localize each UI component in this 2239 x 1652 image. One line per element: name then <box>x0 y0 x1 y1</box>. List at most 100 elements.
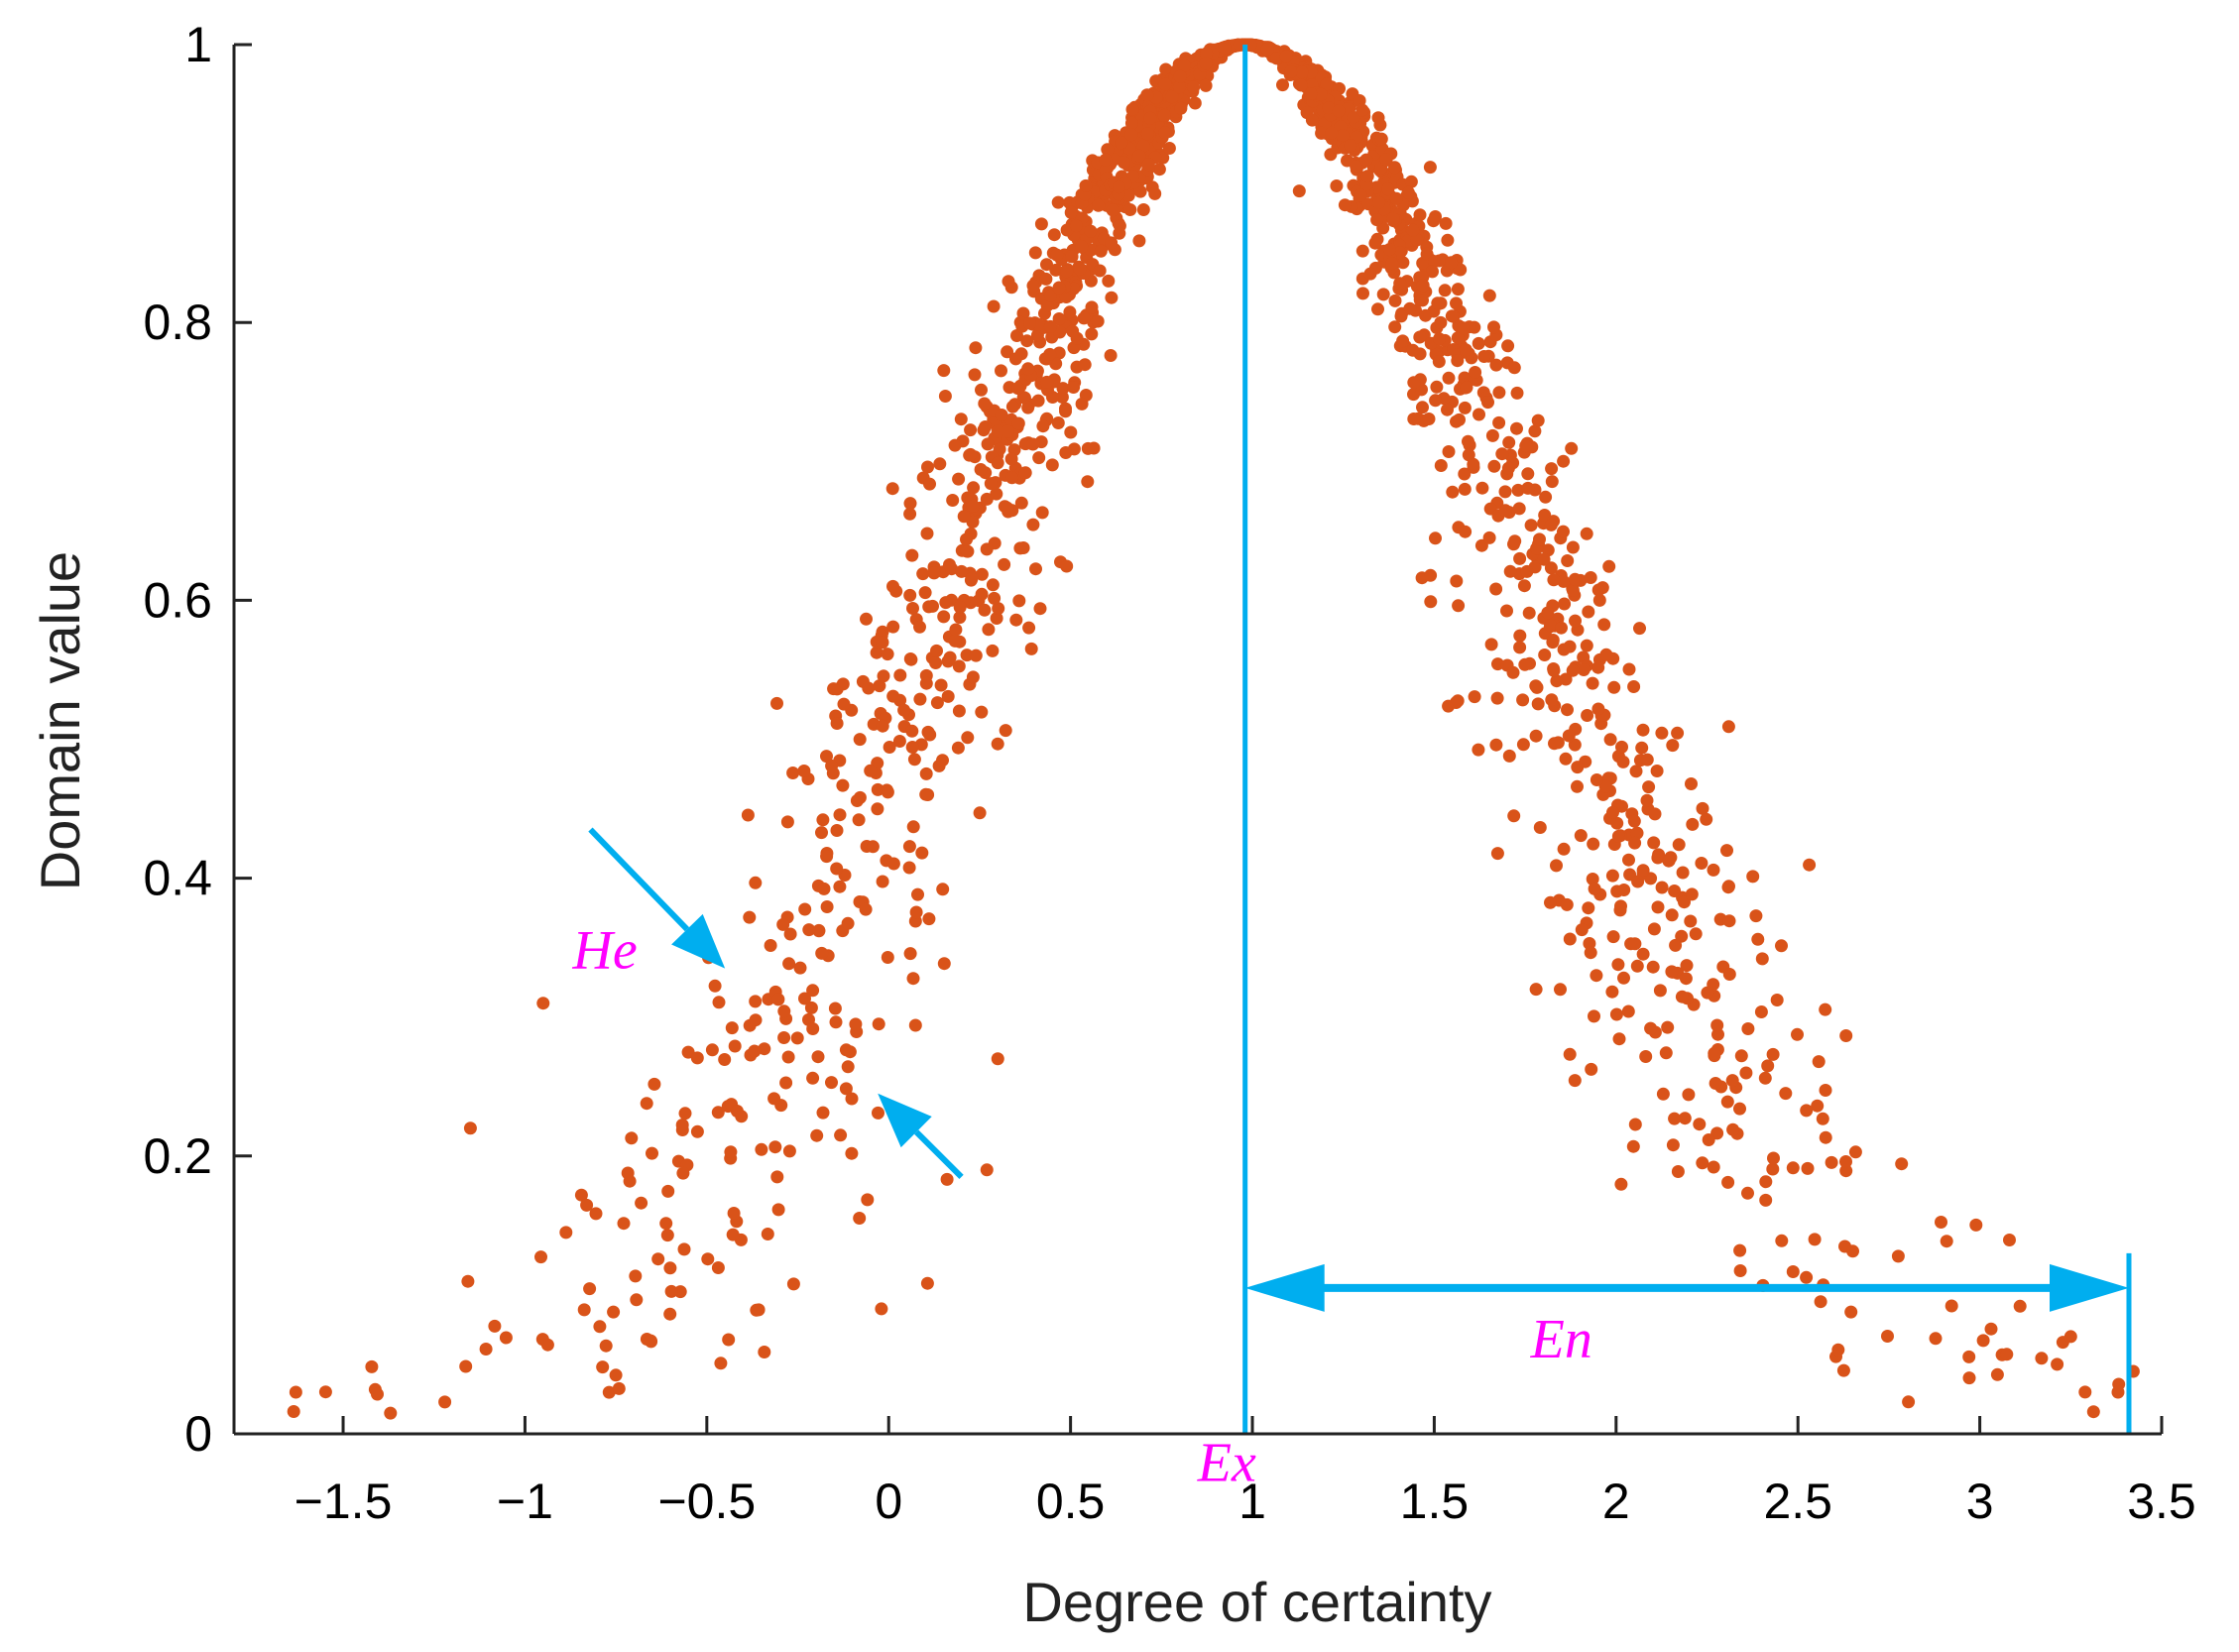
data-point <box>1571 779 1584 793</box>
data-point <box>1976 1334 1990 1348</box>
data-point <box>1430 380 1444 394</box>
data-point <box>593 1320 607 1334</box>
data-point <box>845 1092 859 1106</box>
x-tick-label: 1 <box>1238 1474 1266 1529</box>
data-point <box>1148 186 1162 200</box>
data-point <box>621 1166 635 1180</box>
data-point <box>936 754 949 767</box>
data-point <box>1766 1162 1780 1176</box>
data-point <box>1561 554 1575 567</box>
data-point <box>1165 90 1179 104</box>
data-point <box>943 650 957 664</box>
data-point <box>897 703 911 717</box>
data-point <box>1396 334 1410 348</box>
data-point <box>1568 572 1582 586</box>
data-point <box>978 397 992 411</box>
data-point <box>1011 416 1025 430</box>
data-point <box>1575 923 1589 937</box>
data-point <box>1800 1104 1814 1118</box>
data-point <box>1630 826 1644 840</box>
data-point <box>2013 1299 2027 1313</box>
data-point <box>1498 485 1512 499</box>
data-point <box>661 1184 675 1198</box>
data-point <box>1320 77 1334 91</box>
data-point <box>646 1146 658 1160</box>
data-point <box>1676 866 1690 880</box>
data-point <box>1559 752 1573 766</box>
data-point <box>540 1338 554 1352</box>
data-point <box>779 1076 793 1090</box>
data-point <box>1577 663 1591 676</box>
data-point <box>1325 126 1339 140</box>
data-point <box>905 548 919 562</box>
data-point <box>853 790 867 804</box>
data-point <box>780 815 794 829</box>
data-point <box>1550 859 1563 873</box>
data-point <box>1545 462 1559 476</box>
data-point <box>1404 175 1418 188</box>
data-point <box>1040 375 1054 389</box>
data-point <box>968 368 982 382</box>
data-point <box>1708 1046 1721 1060</box>
data-point <box>902 840 916 854</box>
data-point <box>1571 761 1585 774</box>
data-point <box>1410 233 1424 247</box>
data-point <box>1492 386 1506 400</box>
data-point <box>741 808 755 822</box>
data-point <box>1648 807 1662 821</box>
data-point <box>1611 958 1625 972</box>
data-point <box>1396 256 1410 270</box>
annotation-label-ex: Ex <box>1197 1433 1256 1494</box>
data-point <box>1566 663 1580 677</box>
data-point <box>1315 126 1329 140</box>
data-point <box>1547 573 1561 587</box>
data-point <box>1636 947 1650 961</box>
data-point <box>1043 319 1057 333</box>
data-point <box>876 719 889 733</box>
data-point <box>1389 191 1403 205</box>
data-point <box>1616 755 1630 768</box>
data-point <box>1077 311 1091 325</box>
data-point <box>1605 869 1619 883</box>
data-point <box>881 648 894 661</box>
data-point <box>1617 971 1630 985</box>
data-point <box>1407 376 1421 390</box>
data-point <box>915 846 929 860</box>
data-point <box>841 1060 855 1074</box>
data-point <box>1701 986 1714 1000</box>
data-point <box>1668 1112 1682 1125</box>
data-point <box>1819 1003 1832 1016</box>
data-point <box>1498 504 1512 518</box>
data-point <box>975 383 988 397</box>
data-point <box>365 1359 379 1373</box>
data-point <box>951 741 965 755</box>
data-point <box>1460 381 1473 395</box>
data-point <box>948 634 962 648</box>
data-point <box>1374 132 1388 146</box>
data-point <box>1468 690 1481 704</box>
data-point <box>1467 457 1480 471</box>
data-point <box>921 460 934 474</box>
data-point <box>990 612 1003 625</box>
data-point <box>999 724 1012 738</box>
data-point <box>1115 136 1128 150</box>
data-point <box>1426 265 1439 279</box>
data-point <box>860 612 873 626</box>
data-point <box>946 494 960 507</box>
data-point <box>1442 371 1456 385</box>
data-point <box>1143 111 1157 125</box>
data-point <box>1159 62 1173 76</box>
data-point <box>1049 263 1063 277</box>
data-point <box>660 1229 674 1242</box>
data-point <box>1295 65 1309 79</box>
data-point <box>2063 1330 2077 1344</box>
data-point <box>1655 726 1669 740</box>
data-point <box>1481 396 1494 410</box>
data-point <box>1547 663 1561 677</box>
data-point <box>1032 451 1046 465</box>
data-point <box>1510 421 1523 435</box>
data-point <box>1188 96 1202 110</box>
data-point <box>1529 679 1543 693</box>
data-point <box>845 1146 859 1160</box>
data-point <box>1544 619 1558 633</box>
